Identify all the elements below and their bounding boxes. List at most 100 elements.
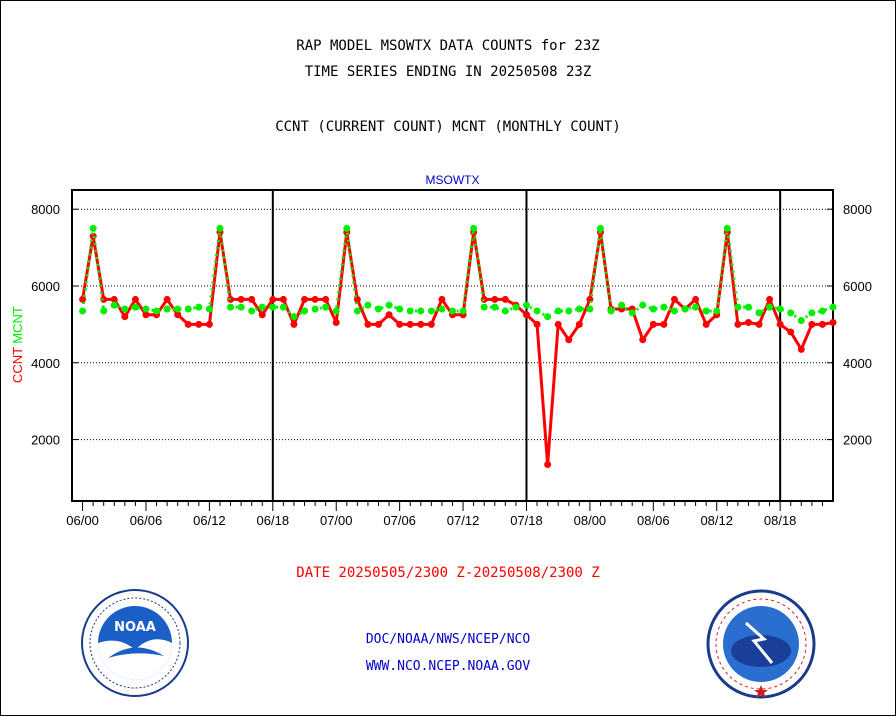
data-point-ccnt	[639, 336, 647, 344]
data-point-mcnt	[205, 305, 213, 313]
data-point-ccnt	[702, 320, 710, 328]
y-axis-label-mcnt: MCNT	[10, 306, 25, 344]
data-point-mcnt	[279, 303, 287, 311]
data-point-mcnt	[533, 307, 541, 315]
data-point-ccnt	[290, 320, 298, 328]
data-point-mcnt	[480, 303, 488, 311]
data-point-mcnt	[692, 303, 700, 311]
y-tick-label-right: 8000	[843, 202, 872, 217]
data-point-ccnt	[818, 320, 826, 328]
data-point-ccnt	[301, 295, 309, 303]
data-point-mcnt	[353, 307, 361, 315]
x-tick-label: 07/00	[320, 513, 353, 528]
y-tick-label-left: 4000	[31, 356, 60, 371]
data-point-mcnt	[311, 305, 319, 313]
data-point-mcnt	[512, 303, 520, 311]
x-tick-label: 07/18	[510, 513, 543, 528]
data-point-mcnt	[618, 301, 626, 309]
data-point-ccnt	[385, 311, 393, 319]
data-point-mcnt	[681, 305, 689, 313]
data-point-mcnt	[575, 305, 583, 313]
data-point-mcnt	[121, 305, 129, 313]
data-point-mcnt	[554, 307, 562, 315]
x-tick-label: 08/00	[574, 513, 607, 528]
data-point-ccnt	[195, 320, 203, 328]
data-point-ccnt	[766, 295, 774, 303]
data-point-ccnt	[269, 295, 277, 303]
data-point-mcnt	[808, 309, 816, 317]
data-point-ccnt	[311, 295, 319, 303]
data-point-mcnt	[586, 305, 594, 313]
plot-frame	[71, 189, 834, 502]
data-point-mcnt	[322, 303, 330, 311]
data-point-ccnt	[575, 320, 583, 328]
data-point-ccnt	[776, 320, 784, 328]
data-point-ccnt	[131, 295, 139, 303]
data-point-ccnt	[544, 461, 552, 469]
data-point-mcnt	[216, 224, 224, 232]
data-point-ccnt	[417, 320, 425, 328]
data-point-mcnt	[744, 303, 752, 311]
data-point-ccnt	[142, 311, 150, 319]
data-point-ccnt	[375, 320, 383, 328]
data-point-mcnt	[131, 303, 139, 311]
y-axis-label-ccnt: CCNT	[10, 347, 25, 383]
data-point-mcnt	[660, 303, 668, 311]
data-point-mcnt	[501, 307, 509, 315]
data-point-mcnt	[89, 224, 97, 232]
data-point-ccnt	[438, 295, 446, 303]
data-point-ccnt	[565, 336, 573, 344]
data-point-mcnt	[755, 309, 763, 317]
data-point-mcnt	[364, 301, 372, 309]
data-point-mcnt	[248, 307, 256, 315]
data-point-mcnt	[100, 307, 108, 315]
data-point-mcnt	[734, 303, 742, 311]
data-point-mcnt	[142, 305, 150, 313]
data-point-ccnt	[396, 320, 404, 328]
data-point-mcnt	[787, 309, 795, 317]
data-point-ccnt	[787, 328, 795, 336]
data-point-ccnt	[237, 295, 245, 303]
data-point-ccnt	[279, 295, 287, 303]
series-ccnt	[79, 228, 837, 469]
data-point-ccnt	[755, 320, 763, 328]
y-tick-label-right: 4000	[843, 356, 872, 371]
org-path-link[interactable]: DOC/NOAA/NWS/NCEP/NCO	[365, 632, 531, 647]
data-point-mcnt	[396, 305, 404, 313]
y-tick-label-right: 6000	[843, 279, 872, 294]
data-point-mcnt	[639, 301, 647, 309]
data-point-ccnt	[649, 320, 657, 328]
data-point-ccnt	[491, 295, 499, 303]
data-point-ccnt	[734, 320, 742, 328]
chart-description: CCNT (CURRENT COUNT) MCNT (MONTHLY COUNT…	[275, 119, 621, 135]
data-point-ccnt	[427, 320, 435, 328]
data-point-mcnt	[649, 305, 657, 313]
data-point-mcnt	[565, 307, 573, 315]
chart-title: RAP MODEL MSOWTX DATA COUNTS for 23Z	[296, 38, 600, 54]
data-point-ccnt	[692, 295, 700, 303]
data-point-ccnt	[670, 295, 678, 303]
data-point-ccnt	[184, 320, 192, 328]
y-tick-label-right: 2000	[843, 433, 872, 448]
chart-station-title: MSOWTX	[426, 173, 480, 187]
data-point-mcnt	[79, 307, 87, 315]
series-line-mcnt	[81, 226, 834, 323]
data-point-mcnt	[797, 317, 805, 325]
y-tick-label-left: 8000	[31, 202, 60, 217]
data-point-mcnt	[491, 303, 499, 311]
data-point-ccnt	[501, 295, 509, 303]
data-point-ccnt	[406, 320, 414, 328]
data-point-mcnt	[449, 307, 456, 315]
data-point-ccnt	[522, 311, 530, 319]
website-link[interactable]: WWW.NCO.NCEP.NOAA.GOV	[365, 659, 531, 674]
data-point-mcnt	[332, 307, 340, 315]
data-point-ccnt	[660, 320, 668, 328]
data-point-mcnt	[290, 313, 298, 321]
data-point-mcnt	[670, 307, 678, 315]
data-point-ccnt	[533, 320, 541, 328]
data-point-ccnt	[744, 318, 752, 326]
data-point-mcnt	[713, 307, 721, 315]
data-point-mcnt	[544, 313, 552, 321]
